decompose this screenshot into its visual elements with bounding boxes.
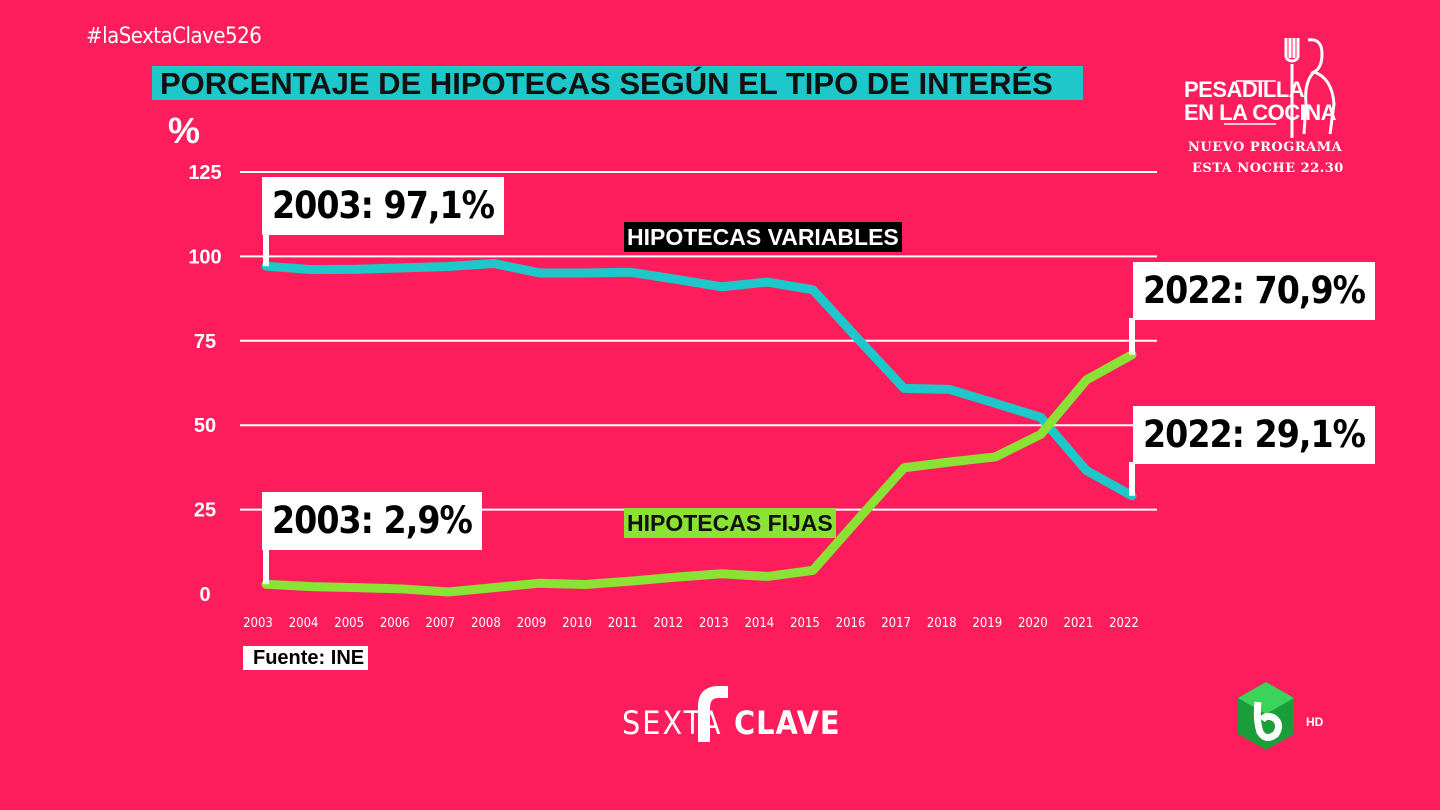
y-tick-label: 125 — [188, 162, 221, 184]
x-tick-label: 2003 — [243, 616, 273, 631]
callout-pointer — [1129, 318, 1135, 355]
series-label-variable: HIPOTECAS VARIABLES — [624, 222, 902, 252]
series-layer — [261, 258, 1137, 597]
y-tick-label: 0 — [199, 584, 210, 606]
series-line-variable — [261, 258, 1137, 501]
callout-variable-2003: 2003: 97,1% — [262, 177, 505, 235]
hashtag: #laSextaClave526 — [86, 24, 262, 49]
callout-fixed-2003: 2003: 2,9% — [262, 492, 482, 550]
x-tick-label: 2016 — [836, 616, 866, 631]
source-label: Fuente: INE — [243, 646, 369, 670]
promo-title: PESADILLA EN LA COCINA — [1184, 77, 1337, 125]
x-tick-label: 2010 — [562, 616, 592, 631]
promo-badge: PESADILLA EN LA COCINA NUEVO PROGRAMA ES… — [1176, 34, 1344, 184]
x-tick-label: 2019 — [972, 616, 1002, 631]
program-logo-mark-icon — [698, 686, 728, 742]
promo-line2: ESTA NOCHE 22.30 — [1192, 161, 1344, 176]
x-tick-label: 2006 — [380, 616, 410, 631]
x-axis-ticks: 2003 2004 2005 2006 2007 2008 2009 2010 2011 2012… — [243, 616, 1139, 631]
program-logo-part2: CLAVE — [734, 704, 841, 742]
x-tick-label: 2007 — [425, 616, 455, 631]
x-tick-label: 2009 — [517, 616, 547, 631]
y-tick-label: 100 — [188, 246, 221, 268]
x-tick-label: 2015 — [790, 616, 820, 631]
x-tick-label: 2005 — [334, 616, 364, 631]
y-tick-label: 50 — [194, 415, 216, 437]
hd-badge: HD — [1306, 715, 1324, 729]
lasexta-logo-icon — [1238, 682, 1294, 750]
promo-line1: NUEVO PROGRAMA — [1188, 140, 1343, 155]
callout-pointer — [1129, 462, 1135, 496]
y-tick-label: 25 — [194, 500, 216, 522]
x-tick-label: 2022 — [1109, 616, 1139, 631]
y-tick-label: 75 — [194, 331, 216, 353]
chart-title: PORCENTAJE DE HIPOTECAS SEGÚN EL TIPO DE… — [152, 66, 1083, 101]
chef-silhouette-icon — [1224, 38, 1336, 138]
callout-pointers — [263, 232, 1135, 585]
x-tick-label: 2020 — [1018, 616, 1048, 631]
promo-title-line1: PESADILLA — [1184, 77, 1305, 102]
x-tick-label: 2014 — [744, 616, 774, 631]
x-tick-label: 2012 — [653, 616, 683, 631]
x-tick-label: 2018 — [927, 616, 957, 631]
x-tick-label: 2008 — [471, 616, 501, 631]
y-axis-ticks: 0 25 50 75 100 125 — [188, 162, 221, 606]
x-tick-label: 2011 — [608, 616, 638, 631]
x-tick-label: 2017 — [881, 616, 911, 631]
x-tick-label: 2004 — [289, 616, 319, 631]
series-line-fixed — [261, 350, 1137, 597]
promo-title-line2: EN LA COCINA — [1184, 100, 1337, 125]
callout-variable-2022: 2022: 29,1% — [1133, 406, 1376, 464]
series-label-fixed: HIPOTECAS FIJAS — [624, 508, 836, 538]
y-axis-unit: % — [168, 110, 200, 151]
x-tick-label: 2021 — [1064, 616, 1094, 631]
callout-fixed-2022: 2022: 70,9% — [1133, 262, 1376, 320]
x-tick-label: 2013 — [699, 616, 729, 631]
grid-layer — [240, 171, 1157, 511]
callout-pointer — [263, 548, 269, 585]
callout-pointer — [263, 232, 269, 267]
